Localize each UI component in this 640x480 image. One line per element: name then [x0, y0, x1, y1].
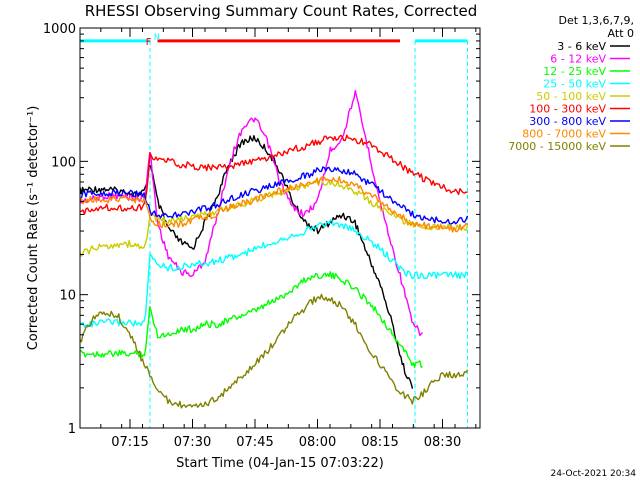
y-tick-label-1: 10	[59, 289, 76, 304]
legend-entry-2: 12 - 25 keV	[543, 65, 606, 78]
legend-header-line-1: Det 1,3,6,7,9,	[558, 14, 634, 27]
series-line-3	[79, 219, 468, 328]
y-axis-label: Corrected Count Rate (s⁻¹ detector⁻¹)	[26, 106, 41, 351]
y-tick-label-0: 1	[68, 422, 76, 437]
legend-entry-6: 300 - 800 keV	[529, 115, 606, 128]
chart-title: RHESSI Observing Summary Count Rates, Co…	[85, 2, 478, 20]
x-tick-label-2: 07:45	[236, 435, 273, 450]
legend-entry-5: 100 - 300 keV	[529, 103, 606, 116]
date-stamp: 24-Oct-2021 20:34	[551, 469, 637, 479]
series-line-7	[79, 175, 469, 233]
series-line-4	[79, 177, 469, 257]
legend-entry-4: 50 - 100 keV	[536, 90, 606, 103]
series-line-2	[79, 271, 423, 369]
legend-entry-3: 25 - 50 keV	[543, 78, 606, 91]
series-line-1	[79, 89, 423, 337]
legend-entry-8: 7000 - 15000 keV	[508, 140, 606, 153]
plot-frame	[79, 27, 481, 429]
legend-entry-1: 6 - 12 keV	[550, 53, 606, 66]
annotation-label-1: N	[154, 33, 159, 43]
y-tick-label-2: 100	[51, 155, 76, 170]
x-tick-label-5: 08:30	[424, 435, 461, 450]
x-tick-label-1: 07:30	[174, 435, 211, 450]
series-line-5	[79, 134, 468, 215]
axes: 1 10 100 1000 07:15 07:30 07:45 08:00 08:15 08:30	[43, 22, 480, 450]
x-tick-label-0: 07:15	[111, 435, 148, 450]
x-axis-label: Start Time (04-Jan-15 07:03:22)	[176, 456, 384, 471]
legend-header-line-2: Att 0	[608, 27, 634, 40]
series-line-6	[79, 166, 469, 225]
x-tick-label-3: 08:00	[299, 435, 336, 450]
legend-entry-0: 3 - 6 keV	[557, 40, 606, 53]
y-tick-label-3: 1000	[43, 22, 76, 37]
x-tick-label-4: 08:15	[361, 435, 398, 450]
legend-entry-7: 800 - 7000 keV	[522, 128, 606, 141]
series-line-8	[79, 293, 469, 409]
annotation-label-0: F	[146, 37, 152, 48]
